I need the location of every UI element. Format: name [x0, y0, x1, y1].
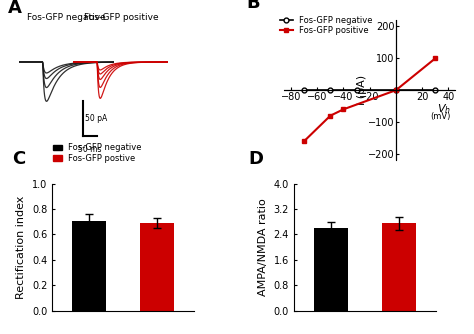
- Text: Fos-GFP positive: Fos-GFP positive: [83, 13, 158, 22]
- Fos-GFP positive: [432, 56, 438, 60]
- Text: B: B: [247, 0, 261, 12]
- Fos-GFP negative: [432, 88, 438, 92]
- Text: Fos-GFP negative: Fos-GFP negative: [27, 13, 106, 22]
- Legend: Fos-GFP negative, Fos-GFP positive: Fos-GFP negative, Fos-GFP positive: [280, 16, 373, 35]
- Text: 50 pA: 50 pA: [85, 114, 108, 123]
- Text: (mV): (mV): [431, 113, 451, 122]
- Line: Fos-GFP positive: Fos-GFP positive: [301, 56, 438, 144]
- Legend: Fos-GFP negative, Fos-GFP postive: Fos-GFP negative, Fos-GFP postive: [54, 143, 142, 163]
- Y-axis label: AMPA/NMDA ratio: AMPA/NMDA ratio: [258, 198, 268, 296]
- Fos-GFP negative: [328, 88, 333, 92]
- Line: Fos-GFP negative: Fos-GFP negative: [301, 88, 438, 93]
- Fos-GFP positive: [341, 107, 346, 111]
- Text: A: A: [8, 0, 21, 17]
- Fos-GFP negative: [301, 88, 307, 92]
- Text: D: D: [248, 151, 264, 168]
- Fos-GFP positive: [301, 139, 307, 143]
- Text: $V_h$: $V_h$: [437, 102, 451, 116]
- Fos-GFP negative: [393, 88, 399, 92]
- Bar: [382, 223, 416, 311]
- Bar: [314, 228, 348, 311]
- Y-axis label: I (pA): I (pA): [356, 75, 366, 105]
- Fos-GFP positive: [328, 114, 333, 118]
- Bar: [73, 220, 106, 311]
- Bar: [140, 223, 174, 311]
- Text: 50 ms: 50 ms: [78, 145, 102, 154]
- Fos-GFP negative: [354, 88, 359, 92]
- Y-axis label: Rectification index: Rectification index: [16, 195, 27, 299]
- Fos-GFP positive: [393, 88, 399, 92]
- Text: C: C: [12, 151, 26, 168]
